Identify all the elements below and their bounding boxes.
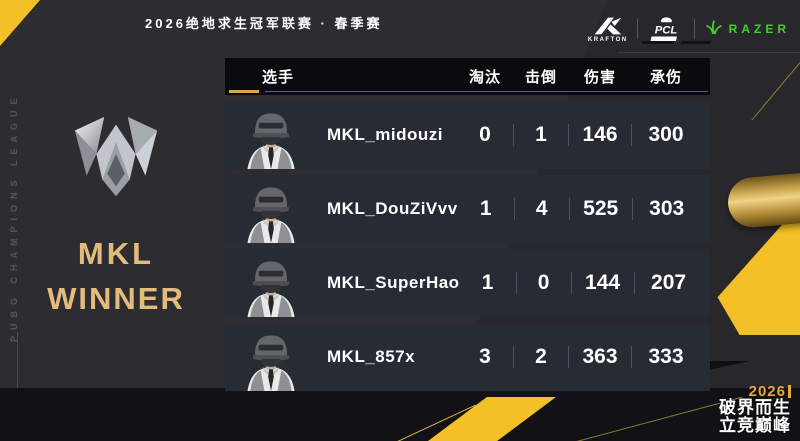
decor-segment: [642, 41, 674, 44]
mkl-team-logo-icon: [74, 116, 158, 197]
stat-divider: [515, 272, 517, 294]
pcl-wordmark: PCL: [654, 25, 677, 37]
header-accent-underline: [229, 90, 259, 93]
krafton-wordmark: KRAFTON: [587, 36, 628, 43]
razer-snake-icon: [705, 20, 722, 35]
logo-divider: [693, 19, 695, 39]
bottom-band: [0, 388, 800, 441]
column-eliminations: 淘汰: [468, 69, 501, 86]
thin-yellow-line: [567, 396, 743, 441]
stat-damage: 144: [585, 271, 621, 294]
column-damage: 伤害: [583, 69, 616, 86]
stat-knockdowns: 1: [535, 123, 547, 146]
stat-divider: [513, 346, 514, 368]
player-name: MKL_DouZiVvv: [327, 199, 458, 218]
player-name: MKL_857x: [327, 347, 416, 366]
stat-divider: [568, 198, 570, 220]
player-avatar: [237, 103, 305, 169]
stat-eliminations: 0: [479, 123, 491, 146]
column-player: 选手: [262, 69, 295, 86]
razer-logo: RAZER: [704, 19, 790, 39]
player-stats: 0 1 146 300: [457, 123, 710, 147]
winner-label: WINNER: [47, 281, 185, 316]
column-damage-taken: 承伤: [649, 69, 682, 86]
stat-knockdowns: 4: [535, 197, 548, 220]
table-row: MKL_SuperHao 1 0 144 207: [225, 249, 710, 317]
player-name: MKL_midouzi: [327, 125, 443, 144]
stat-divider: [568, 124, 569, 146]
footer-slogan: 2026 破界而生 立竞巅峰: [719, 384, 791, 436]
table-header: 选手 淘汰 击倒 伤害 承伤: [225, 58, 710, 95]
stat-eliminations: 1: [481, 271, 494, 294]
winner-panel: MKL WINNER: [28, 112, 204, 317]
player-stats-table: 选手 淘汰 击倒 伤害 承伤 MKL_midouzi 0 1 146: [225, 58, 710, 391]
stat-divider: [631, 346, 632, 368]
stat-knockdowns: 0: [537, 271, 550, 294]
yellow-stripe: [428, 397, 556, 441]
stat-divider: [570, 272, 572, 294]
league-vertical-text: PUBG CHAMPIONS LEAGUE: [9, 92, 19, 342]
header-thin-underline: [265, 91, 708, 92]
stat-eliminations: 1: [479, 197, 492, 220]
krafton-logo: KRAFTON: [588, 16, 628, 43]
sponsor-logos: KRAFTON PCL RAZER: [588, 13, 790, 45]
player-avatar: [237, 177, 305, 243]
column-knockdowns: 击倒: [524, 69, 557, 86]
stat-divider: [633, 272, 635, 294]
stat-damage: 146: [582, 123, 618, 146]
stat-divider: [631, 124, 632, 146]
header-stat-columns: 淘汰 击倒 伤害 承伤: [457, 66, 710, 88]
slogan-line-2: 立竞巅峰: [719, 416, 791, 436]
stat-knockdowns: 2: [535, 345, 547, 368]
player-stats: 3 2 363 333: [457, 345, 710, 369]
vertical-divider-line: [17, 332, 18, 392]
stat-divider: [631, 198, 633, 220]
stat-damage: 525: [583, 197, 619, 220]
stat-damage: 363: [582, 345, 618, 368]
player-stats: 1 0 144 207: [460, 271, 713, 295]
decor-line: [618, 52, 800, 53]
logo-divider: [636, 19, 638, 39]
slogan-line-1: 破界而生: [719, 397, 791, 417]
stat-divider: [513, 124, 514, 146]
table-row: MKL_DouZiVvv 1 4 525 303: [225, 175, 710, 243]
stat-eliminations: 3: [479, 345, 491, 368]
footer-year-bar: [788, 384, 791, 398]
table-row: MKL_midouzi 0 1 146 300: [225, 101, 710, 169]
razer-wordmark: RAZER: [728, 22, 790, 36]
stat-damage-taken: 207: [651, 271, 687, 294]
footer-year-text: 2026: [748, 382, 786, 400]
player-stats: 1 4 525 303: [458, 197, 711, 221]
stat-divider: [513, 198, 515, 220]
pcl-logo: PCL: [647, 14, 685, 44]
footer-year: 2026: [719, 384, 791, 399]
stat-damage-taken: 333: [648, 345, 684, 368]
team-name: MKL: [77, 236, 155, 271]
player-avatar: [237, 251, 305, 317]
decor-segment: [680, 41, 712, 44]
event-title: 2026绝地求生冠军联赛 · 春季赛: [145, 16, 383, 31]
table-row: MKL_857x 3 2 363 333: [225, 323, 710, 391]
stat-divider: [568, 346, 569, 368]
krafton-icon: [594, 17, 622, 34]
pcl-icon: PCL: [650, 17, 677, 41]
stat-damage-taken: 300: [648, 123, 684, 146]
player-avatar: [237, 325, 305, 391]
player-name: MKL_SuperHao: [327, 273, 460, 292]
stat-damage-taken: 303: [649, 197, 685, 220]
